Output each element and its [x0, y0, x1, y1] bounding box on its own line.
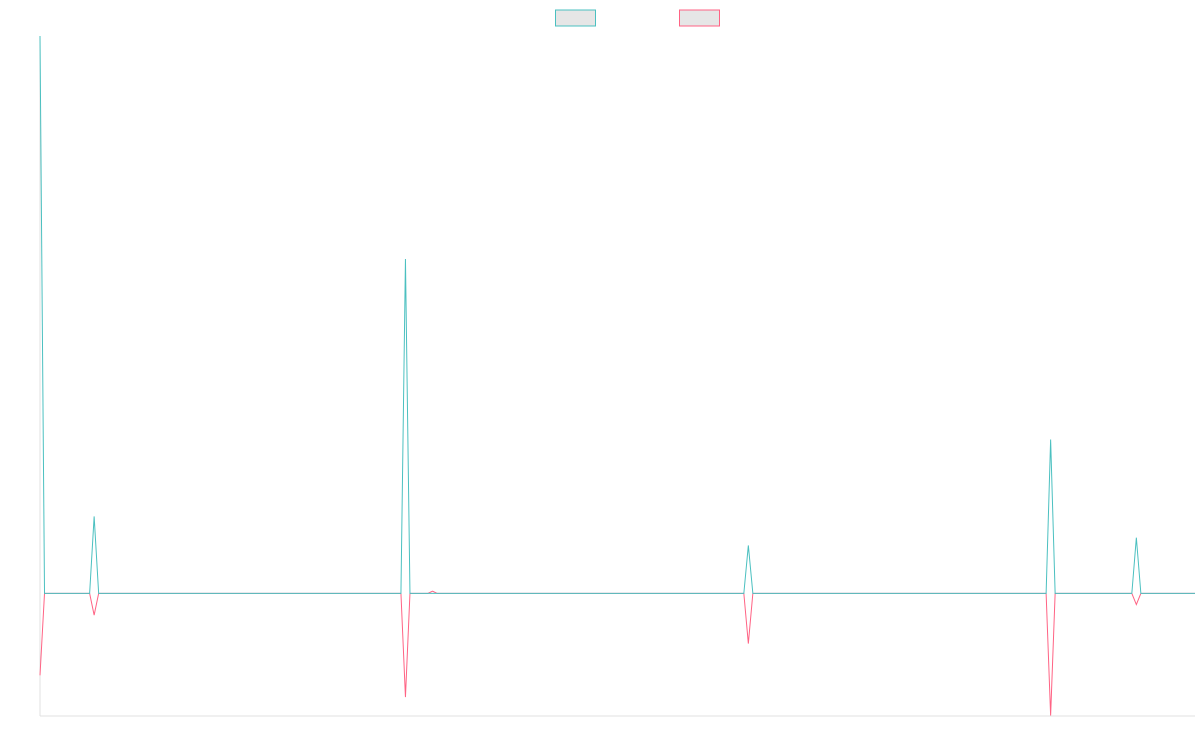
legend-swatch: [679, 9, 720, 27]
series-line: [39, 590, 1195, 716]
series-line: [39, 35, 1195, 594]
legend-swatch: [555, 9, 596, 27]
